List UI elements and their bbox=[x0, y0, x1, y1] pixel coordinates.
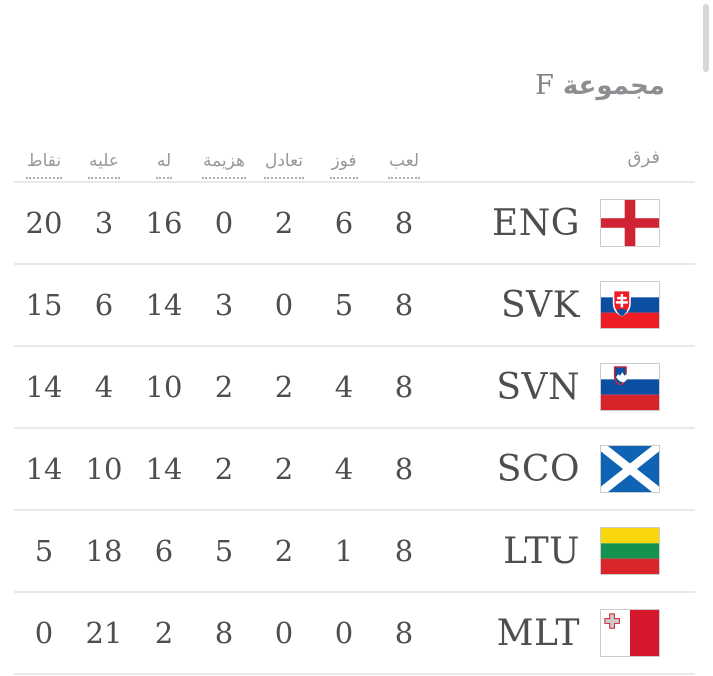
stat-points: 20 bbox=[25, 206, 63, 240]
group-letter: F bbox=[535, 70, 554, 101]
column-header-draw-label[interactable]: تعادل bbox=[263, 151, 305, 179]
column-header-draw: تعادل bbox=[254, 151, 314, 181]
stat-against: 3 bbox=[94, 206, 114, 240]
table-row-sco: SCO 8 4 2 2 14 10 14 bbox=[14, 429, 695, 511]
scotland-flag-icon bbox=[600, 445, 660, 493]
stat-played: 8 bbox=[394, 288, 414, 322]
stat-win: 0 bbox=[334, 616, 354, 650]
team-cell-eng[interactable]: ENG bbox=[434, 199, 695, 247]
team-cell-mlt[interactable]: MLT bbox=[434, 609, 695, 657]
table-row-eng: ENG 8 6 2 0 16 3 20 bbox=[14, 183, 695, 265]
team-code: SVN bbox=[496, 366, 580, 408]
team-cell-ltu[interactable]: LTU bbox=[434, 527, 695, 575]
group-label: مجموعة bbox=[562, 71, 665, 101]
stat-played: 8 bbox=[394, 206, 414, 240]
table-row-svn: SVN 8 4 2 2 10 4 14 bbox=[14, 347, 695, 429]
stat-against: 21 bbox=[85, 616, 123, 650]
column-header-teams: فرق bbox=[627, 147, 660, 168]
stat-points: 14 bbox=[25, 452, 63, 486]
team-code: MLT bbox=[496, 612, 580, 654]
england-flag-icon bbox=[600, 199, 660, 247]
stat-played: 8 bbox=[394, 452, 414, 486]
column-header-win: فوز bbox=[314, 151, 374, 181]
standings-table: فرق لعب فوز تعادل هزيمة له عليه نقاط ENG bbox=[14, 102, 695, 675]
stat-win: 4 bbox=[334, 370, 354, 404]
column-header-for-label[interactable]: له bbox=[155, 151, 173, 179]
stat-win: 6 bbox=[334, 206, 354, 240]
lithuania-flag-icon bbox=[600, 527, 660, 575]
column-header-loss: هزيمة bbox=[194, 151, 254, 181]
column-header-loss-label[interactable]: هزيمة bbox=[201, 151, 247, 179]
stat-points: 0 bbox=[34, 616, 54, 650]
column-header-against-label[interactable]: عليه bbox=[87, 151, 120, 179]
stat-for: 2 bbox=[154, 616, 174, 650]
stat-for: 14 bbox=[145, 452, 183, 486]
stat-for: 16 bbox=[145, 206, 183, 240]
team-cell-sco[interactable]: SCO bbox=[434, 445, 695, 493]
table-row-mlt: MLT 8 0 0 8 2 21 0 bbox=[14, 593, 695, 675]
scrollbar-thumb[interactable] bbox=[703, 4, 709, 72]
stat-played: 8 bbox=[394, 370, 414, 404]
stat-draw: 2 bbox=[274, 206, 294, 240]
column-header-for: له bbox=[134, 151, 194, 181]
stat-for: 10 bbox=[145, 370, 183, 404]
stat-draw: 2 bbox=[274, 534, 294, 568]
team-cell-svk[interactable]: SVK bbox=[434, 281, 695, 329]
stat-against: 4 bbox=[94, 370, 114, 404]
team-code: SVK bbox=[500, 284, 580, 326]
column-header-played: لعب bbox=[374, 151, 434, 181]
team-code: ENG bbox=[491, 202, 580, 244]
page-title: مجموعة F bbox=[0, 0, 713, 102]
stat-played: 8 bbox=[394, 534, 414, 568]
team-cell-svn[interactable]: SVN bbox=[434, 363, 695, 411]
stat-loss: 8 bbox=[214, 616, 234, 650]
stat-for: 6 bbox=[154, 534, 174, 568]
stat-points: 14 bbox=[25, 370, 63, 404]
stat-draw: 0 bbox=[274, 616, 294, 650]
stat-loss: 3 bbox=[214, 288, 234, 322]
stat-win: 4 bbox=[334, 452, 354, 486]
column-header-against: عليه bbox=[74, 151, 134, 181]
table-row-ltu: LTU 8 1 2 5 6 18 5 bbox=[14, 511, 695, 593]
column-header-win-label[interactable]: فوز bbox=[330, 151, 358, 179]
team-code: LTU bbox=[503, 530, 580, 572]
stat-played: 8 bbox=[394, 616, 414, 650]
stat-loss: 0 bbox=[214, 206, 234, 240]
stat-draw: 0 bbox=[274, 288, 294, 322]
table-row-svk: SVK 8 5 0 3 14 6 15 bbox=[14, 265, 695, 347]
team-code: SCO bbox=[496, 448, 580, 490]
stat-loss: 2 bbox=[214, 452, 234, 486]
column-header-played-label[interactable]: لعب bbox=[387, 151, 421, 179]
slovenia-flag-icon bbox=[600, 363, 660, 411]
column-header-points-label[interactable]: نقاط bbox=[25, 151, 63, 179]
stat-points: 5 bbox=[34, 534, 54, 568]
stat-against: 18 bbox=[85, 534, 123, 568]
stat-draw: 2 bbox=[274, 452, 294, 486]
stat-against: 6 bbox=[94, 288, 114, 322]
stat-points: 15 bbox=[25, 288, 63, 322]
stat-for: 14 bbox=[145, 288, 183, 322]
stat-against: 10 bbox=[85, 452, 123, 486]
stat-loss: 5 bbox=[214, 534, 234, 568]
slovakia-flag-icon bbox=[600, 281, 660, 329]
table-header-row: فرق لعب فوز تعادل هزيمة له عليه نقاط bbox=[14, 102, 695, 183]
column-header-points: نقاط bbox=[14, 151, 74, 181]
malta-flag-icon bbox=[600, 609, 660, 657]
stat-win: 1 bbox=[334, 534, 354, 568]
stat-draw: 2 bbox=[274, 370, 294, 404]
stat-loss: 2 bbox=[214, 370, 234, 404]
stat-win: 5 bbox=[334, 288, 354, 322]
